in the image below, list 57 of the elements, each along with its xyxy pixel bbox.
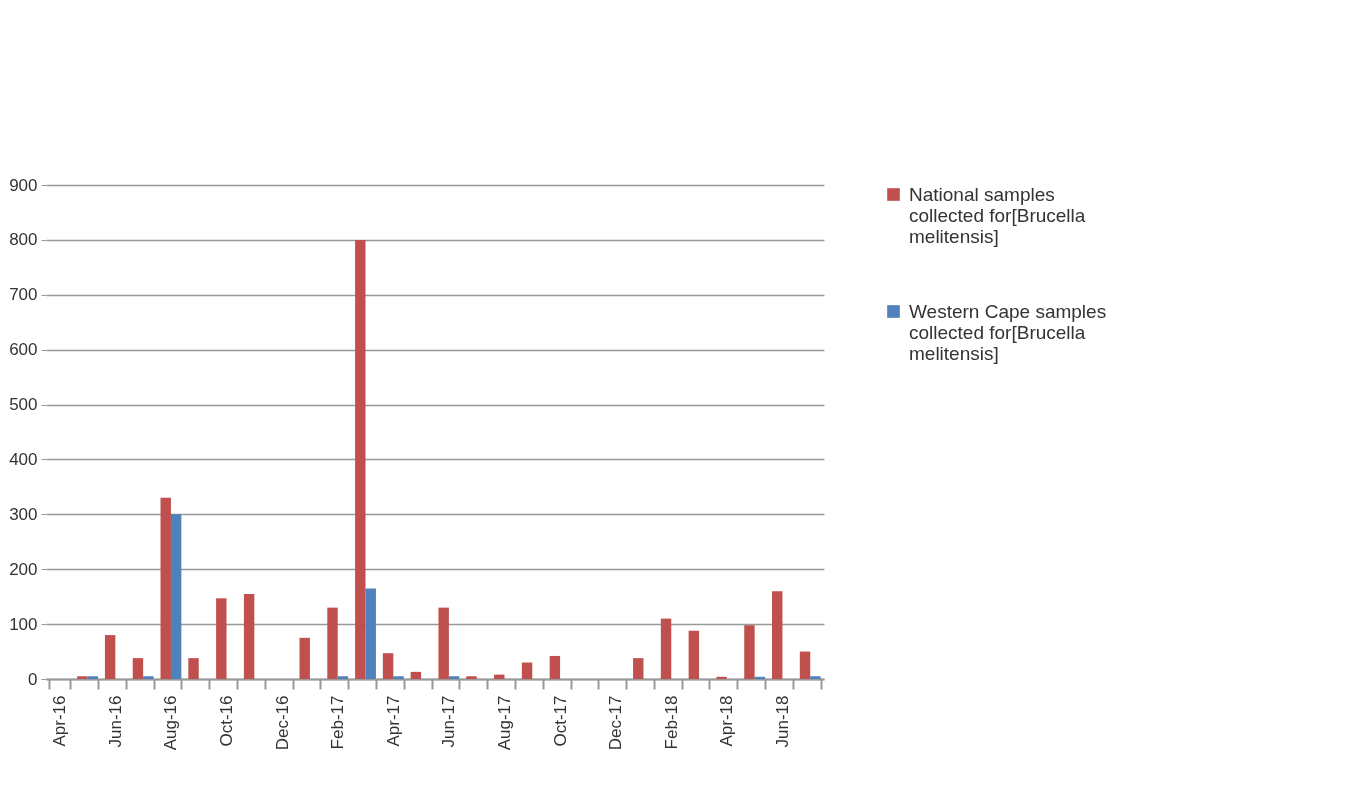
bar — [521, 662, 533, 679]
bar — [716, 676, 727, 679]
y-tick-label: 600 — [9, 340, 38, 360]
bar — [810, 676, 821, 679]
bar — [77, 676, 88, 679]
x-tick-label: Jun-18 — [772, 695, 792, 748]
bar — [87, 676, 98, 679]
bar — [337, 676, 349, 679]
x-tick-label: Oct-16 — [217, 695, 237, 747]
bar — [410, 671, 422, 679]
bar — [143, 676, 154, 679]
bar — [104, 635, 116, 679]
x-tick-label: Jun-16 — [105, 695, 125, 748]
x-tick-label: Feb-17 — [328, 695, 348, 750]
bar — [216, 598, 227, 679]
y-tick-label: 900 — [9, 175, 38, 195]
bar — [799, 651, 811, 679]
x-tick-label: Aug-16 — [161, 695, 181, 751]
y-tick-label: 400 — [9, 449, 38, 469]
y-tick-label: 100 — [9, 614, 38, 634]
legend-label: Western Cape samples collected for[Brucella melitensis] — [909, 300, 1107, 364]
bar — [170, 514, 182, 679]
bar — [772, 591, 783, 679]
bar — [160, 497, 171, 679]
bar — [188, 658, 199, 679]
x-tick-label: Oct-17 — [550, 695, 570, 747]
y-tick-label: 0 — [28, 669, 38, 689]
y-tick-label: 200 — [9, 559, 38, 579]
bar — [365, 588, 376, 679]
y-tick-label: 700 — [9, 285, 38, 305]
y-tick-label: 800 — [9, 230, 38, 250]
bar — [633, 658, 644, 679]
legend-label: National samples collected for[Brucella melitensis] — [909, 183, 1086, 247]
y-tick-label: 300 — [9, 504, 38, 524]
bar — [299, 637, 310, 679]
bar — [438, 607, 449, 679]
bar — [688, 630, 700, 679]
bar — [382, 653, 394, 679]
x-tick-label: Feb-18 — [661, 695, 681, 750]
x-tick-label: Apr-18 — [717, 695, 737, 747]
bar — [744, 625, 755, 679]
bar — [549, 655, 561, 679]
y-tick-label: 500 — [9, 395, 38, 415]
bar — [448, 676, 460, 679]
x-tick-label: Aug-17 — [494, 695, 514, 751]
bar — [132, 658, 144, 679]
bar — [355, 239, 366, 679]
x-tick-label: Dec-16 — [272, 695, 292, 751]
bar — [243, 593, 255, 679]
bar — [660, 618, 672, 679]
x-tick-label: Apr-16 — [50, 695, 70, 747]
x-tick-label: Dec-17 — [606, 695, 626, 751]
x-tick-label: Jun-17 — [439, 695, 459, 748]
bar — [466, 676, 477, 679]
x-tick-label: Apr-17 — [383, 695, 403, 747]
bar — [393, 676, 404, 679]
bar — [327, 607, 338, 679]
